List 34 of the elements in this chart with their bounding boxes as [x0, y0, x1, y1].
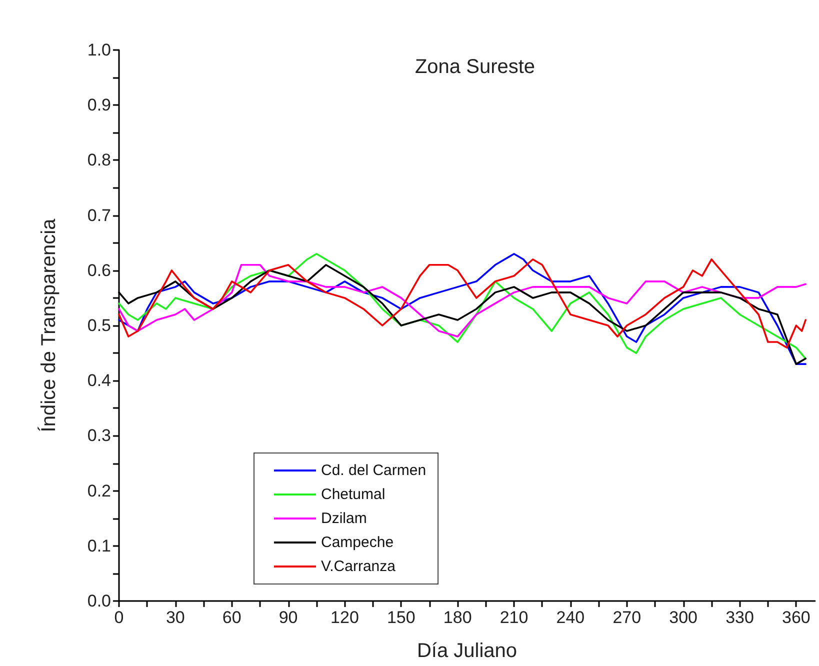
legend-label: V.Carranza — [321, 558, 396, 575]
y-axis-title: Índice de Transparencia — [37, 218, 60, 432]
x-tick-label: 360 — [782, 608, 810, 627]
x-tick-label: 60 — [222, 608, 242, 627]
x-tick-label: 0 — [114, 608, 124, 627]
x-tick-label: 210 — [500, 608, 528, 627]
legend-label: Dzilam — [321, 510, 367, 527]
y-tick-label: 0.5 — [87, 316, 111, 335]
x-tick-label: 120 — [330, 608, 359, 627]
y-tick-label: 0.0 — [87, 592, 111, 610]
legend-label: Campeche — [321, 534, 394, 551]
x-tick-label: 90 — [278, 608, 298, 627]
x-tick-label: 30 — [166, 608, 185, 627]
y-tick-label: 0.3 — [87, 426, 111, 446]
x-tick-label: 150 — [386, 608, 416, 627]
y-tick-label: 0.1 — [87, 536, 111, 556]
y-tick-label: 0.6 — [87, 260, 111, 280]
y-tick-label: 0.8 — [87, 150, 111, 170]
chart-title: Zona Sureste — [414, 56, 536, 78]
line-series — [118, 258, 806, 348]
y-tick-label: 0.9 — [87, 96, 111, 115]
legend-label: Cd. del Carmen — [321, 462, 426, 479]
y-tick-label: 0.2 — [87, 481, 111, 500]
y-tick-label: 1.0 — [87, 40, 111, 60]
y-tick-label: 0.7 — [87, 206, 111, 225]
x-tick-label: 240 — [556, 608, 585, 627]
legend-label: Chetumal — [321, 486, 386, 503]
x-axis-title: Día Juliano — [416, 640, 518, 662]
y-tick-label: 0.4 — [87, 371, 111, 390]
x-tick-label: 300 — [669, 608, 698, 627]
x-tick-label: 270 — [612, 608, 642, 627]
line-series — [118, 264, 806, 338]
x-tick-label: 180 — [443, 608, 472, 627]
x-tick-label: 330 — [726, 608, 754, 627]
